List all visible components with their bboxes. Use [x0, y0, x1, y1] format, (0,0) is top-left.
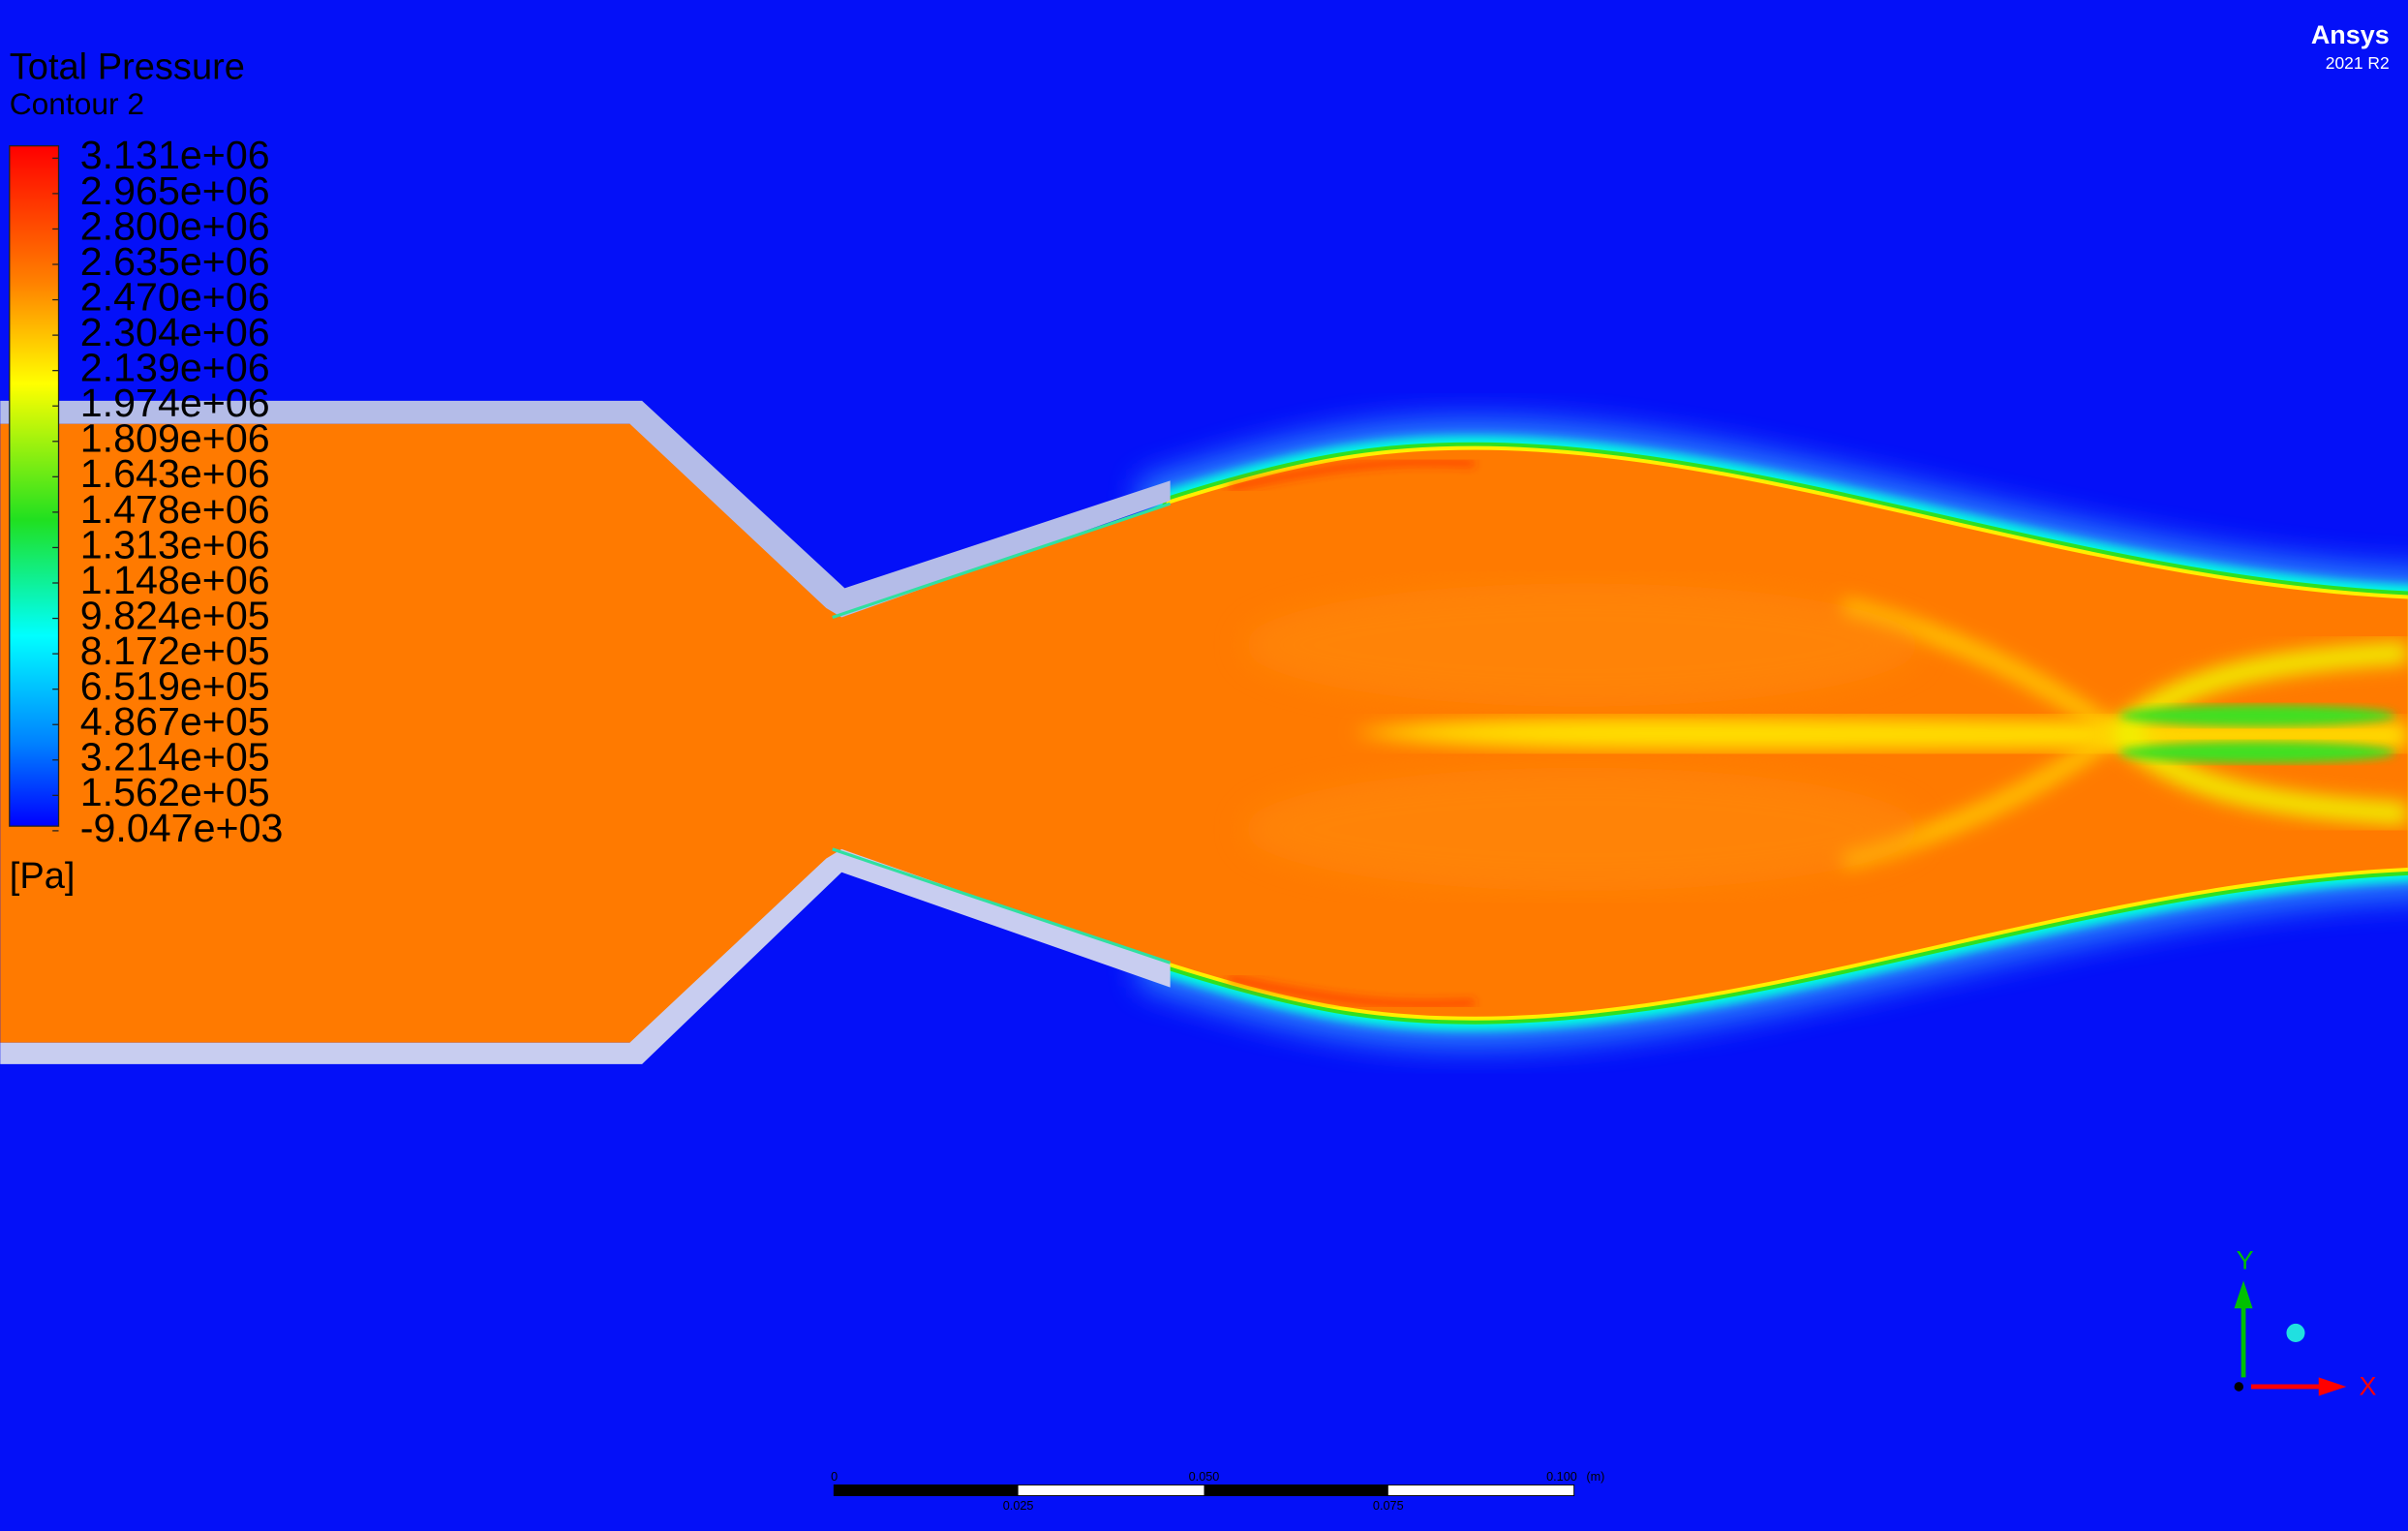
axis-x-label: X	[2360, 1372, 2377, 1401]
scale-label: 0.050	[1189, 1470, 1220, 1484]
scale-label: 0	[831, 1470, 838, 1484]
axis-triad	[2234, 1280, 2347, 1396]
legend-label: 2.635e+06	[80, 239, 270, 284]
legend-unit: [Pa]	[10, 856, 76, 897]
legend-label: 6.519e+05	[80, 664, 270, 709]
legend-label: -9.047e+03	[80, 806, 284, 850]
scale-unit: (m)	[1586, 1470, 1604, 1484]
brand-version: 2021 R2	[2326, 53, 2390, 73]
legend-label: 2.965e+06	[80, 168, 270, 213]
legend-subtitle: Contour 2	[10, 86, 144, 121]
legend-label: 1.148e+06	[80, 558, 270, 602]
nozzle-wall-top	[0, 400, 1171, 618]
legend-label: 9.824e+05	[80, 593, 270, 637]
brand-name: Ansys	[2311, 20, 2390, 49]
legend-title: Total Pressure	[10, 46, 245, 87]
legend-label: 1.478e+06	[80, 487, 270, 532]
legend-label: 4.867e+05	[80, 699, 270, 744]
legend-label: 2.139e+06	[80, 346, 270, 390]
legend-label: 1.974e+06	[80, 381, 270, 425]
wall-boundary-layer	[832, 502, 1172, 619]
legend-label: 1.643e+06	[80, 451, 270, 496]
legend-label: 8.172e+05	[80, 628, 270, 673]
flow-region	[0, 423, 2408, 1043]
scale-bar	[833, 1484, 1575, 1497]
legend-label: 1.313e+06	[80, 522, 270, 566]
scale-label: 0.075	[1373, 1499, 1404, 1513]
scale-labels: 0 0.050 0.100 0.025 0.075	[831, 1470, 1577, 1513]
legend-label: 3.131e+06	[80, 133, 270, 177]
plume-features	[1228, 460, 2408, 1007]
scale-label: 0.025	[1003, 1499, 1034, 1513]
legend-label: 2.470e+06	[80, 274, 270, 319]
scale-label: 0.100	[1546, 1470, 1577, 1484]
legend-label: 2.304e+06	[80, 310, 270, 354]
axis-y-label: Y	[2237, 1246, 2254, 1275]
color-bar	[9, 145, 60, 827]
legend-label: 3.214e+05	[80, 735, 270, 780]
legend-label: 1.809e+06	[80, 416, 270, 461]
nozzle-wall-bottom	[0, 848, 1171, 1064]
legend-labels: 3.131e+062.965e+062.800e+062.635e+062.47…	[52, 133, 283, 850]
legend-label: 2.800e+06	[80, 203, 270, 248]
wall-boundary-layer	[832, 847, 1172, 965]
legend-label: 1.562e+05	[80, 770, 270, 814]
